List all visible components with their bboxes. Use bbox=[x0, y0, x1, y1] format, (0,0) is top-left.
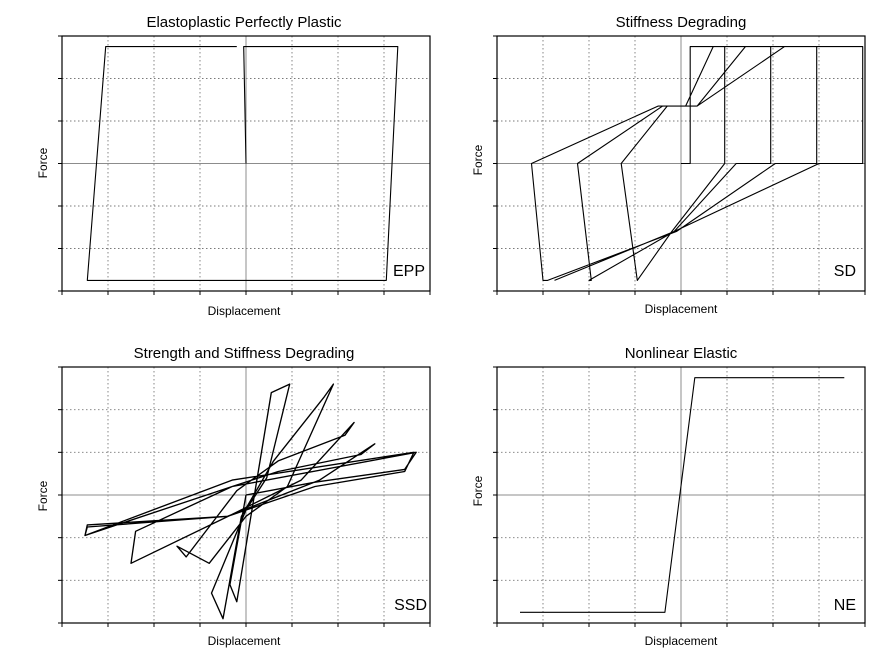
chart-title: Stiffness Degrading bbox=[616, 14, 747, 31]
model-tag-label: EPP bbox=[393, 263, 425, 280]
x-axis-label: Displacement bbox=[645, 302, 718, 316]
x-axis-label: Displacement bbox=[208, 634, 281, 648]
x-axis-label: Displacement bbox=[645, 634, 718, 648]
chart-title: Nonlinear Elastic bbox=[625, 345, 738, 362]
chart-panel-ssd: Strength and Stiffness Degrading Force D… bbox=[36, 345, 431, 648]
chart-title: Elastoplastic Perfectly Plastic bbox=[146, 14, 342, 31]
y-axis-label: Force bbox=[36, 480, 50, 511]
plot-area bbox=[493, 366, 866, 627]
hysteresis-curve bbox=[86, 46, 399, 281]
chart-panel-sd: Stiffness Degrading Force Displacement S… bbox=[471, 14, 866, 316]
hysteresis-curve bbox=[84, 383, 417, 620]
chart-panel-ne: Nonlinear Elastic Force Displacement NE bbox=[471, 345, 866, 648]
y-axis-label: Force bbox=[471, 144, 485, 175]
plot-area bbox=[493, 35, 866, 295]
chart-title: Strength and Stiffness Degrading bbox=[134, 345, 355, 362]
model-tag-label: SD bbox=[834, 263, 856, 280]
hysteresis-curve bbox=[520, 377, 845, 613]
y-axis-label: Force bbox=[471, 475, 485, 506]
hysteresis-curve bbox=[530, 46, 864, 281]
y-axis-label: Force bbox=[36, 147, 50, 178]
chart-panel-epp: Elastoplastic Perfectly Plastic Force Di… bbox=[36, 14, 431, 318]
x-axis-label: Displacement bbox=[208, 304, 281, 318]
plot-area bbox=[58, 35, 431, 295]
model-tag-label: SSD bbox=[394, 597, 427, 614]
plot-area bbox=[58, 366, 431, 627]
model-tag-label: NE bbox=[834, 597, 856, 614]
